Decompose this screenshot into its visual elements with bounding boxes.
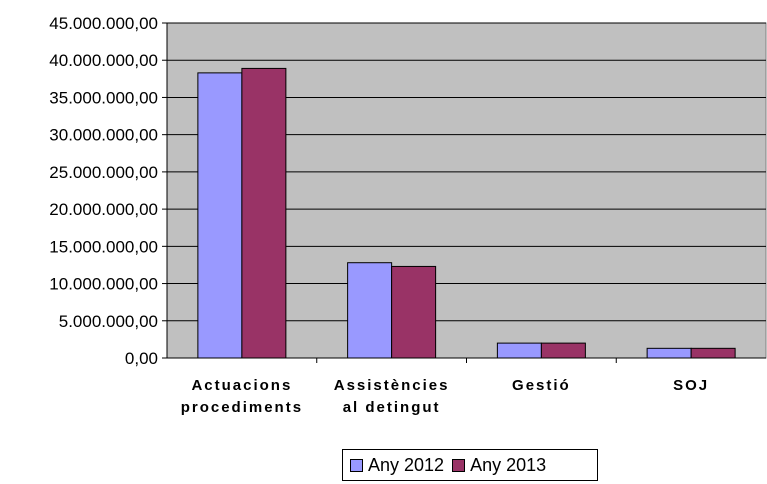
x-category-label: Gestió [512,377,571,394]
y-tick-label: 45.000.000,00 [49,14,158,33]
y-tick-label: 25.000.000,00 [49,163,158,182]
y-tick-label: 0,00 [125,349,158,368]
chart-legend: Any 2012 Any 2013 [342,449,598,481]
bar-2012 [197,72,243,359]
legend-item-2013: Any 2013 [452,455,546,476]
y-tick-label: 10.000.000,00 [49,275,158,294]
bar-2013 [241,67,287,359]
legend-label-2013: Any 2013 [470,454,547,475]
y-tick-label: 40.000.000,00 [49,51,158,70]
x-category-label: Actuacions [191,377,292,394]
y-tick-label: 30.000.000,00 [49,126,158,145]
legend-item-2012: Any 2012 [350,455,444,476]
bar-2012 [347,262,393,359]
legend-swatch-2013 [452,458,466,472]
x-category-label: SOJ [673,377,709,394]
bar-2013 [540,342,586,359]
y-tick-label: 35.000.000,00 [49,88,158,107]
y-tick-label: 5.000.000,00 [59,312,158,331]
legend-swatch-2012 [350,458,363,472]
legend-label-2012: Any 2012 [368,454,445,475]
bar-2012 [496,342,542,359]
y-tick-label: 20.000.000,00 [49,200,158,219]
bar-2013 [690,347,736,359]
bar-2012 [646,347,692,359]
x-category-label: procediments [181,399,303,416]
x-category-label: Assistències [334,377,450,394]
y-tick-label: 15.000.000,00 [49,237,158,256]
bar-2013 [391,265,437,359]
x-category-label: al detingut [343,399,441,416]
